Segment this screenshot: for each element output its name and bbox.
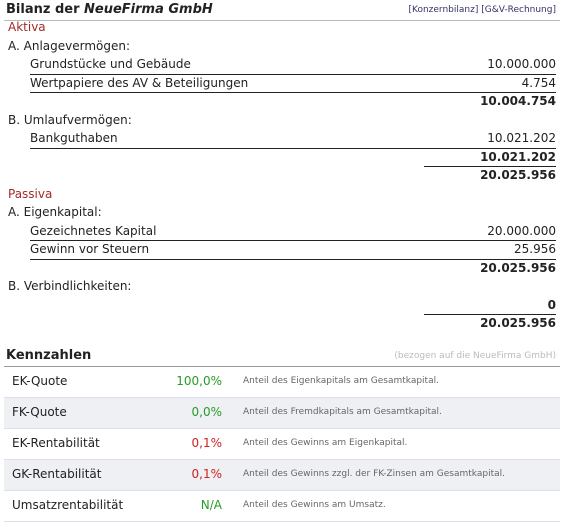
kpi-value: 100,0% — [176, 374, 222, 388]
title: Bilanz der NeueFirma GmbH — [6, 2, 213, 17]
total: 20.025.956 — [480, 316, 556, 330]
item-label: Bankguthaben — [30, 131, 118, 145]
section-label: B. Verbindlichkeiten: — [8, 279, 132, 293]
section-label: A. Eigenkapital: — [8, 205, 102, 219]
item-label: Gezeichnetes Kapital — [30, 223, 157, 238]
subtotal: 10.021.202 — [480, 149, 556, 164]
kpi-label: EK-Rentabilität — [12, 436, 100, 450]
kpi-value: N/A — [200, 498, 222, 512]
rule — [4, 459, 560, 460]
rule — [30, 240, 556, 241]
kpi-value: 0,1% — [191, 467, 223, 481]
item-amount: 10.021.202 — [487, 131, 556, 145]
item-amount: 4.754 — [521, 75, 556, 90]
section-label: B. Umlaufvermögen: — [8, 112, 132, 127]
subtotal: 20.025.956 — [480, 260, 556, 275]
link[interactable]: [Konzernbilanz] — [408, 5, 479, 15]
rule — [4, 366, 560, 367]
subtotal: 0 — [547, 297, 556, 312]
kpi-description: Anteil des Eigenkapitals am Gesamtkapita… — [243, 376, 439, 386]
kpi-value: 0,0% — [191, 405, 223, 419]
rule — [4, 521, 560, 522]
side-label: Passiva — [8, 186, 53, 201]
rule — [30, 258, 556, 260]
kpi-description: Anteil des Gewinns zzgl. der FK-Zinsen a… — [243, 469, 505, 479]
total: 20.025.956 — [480, 168, 556, 182]
section-title: Kennzahlen — [6, 348, 92, 363]
kpi-label: EK-Quote — [12, 374, 68, 388]
item-amount: 10.000.000 — [487, 57, 556, 71]
section-label: A. Anlagevermögen: — [8, 38, 131, 53]
rule — [4, 20, 560, 21]
kpi-description: Anteil des Gewinns am Umsatz. — [243, 500, 386, 510]
side-label: Aktiva — [8, 20, 46, 34]
rule — [4, 490, 560, 491]
kpi-description: Anteil des Fremdkapitals am Gesamtkapita… — [243, 407, 442, 417]
kpi-description: Anteil des Gewinns am Eigenkapital. — [243, 438, 408, 448]
kpi-value: 0,1% — [191, 436, 223, 450]
row-background — [4, 398, 560, 428]
rule — [30, 147, 556, 149]
rule — [424, 166, 556, 167]
item-label: Grundstücke und Gebäude — [30, 57, 191, 71]
rule — [30, 92, 556, 93]
item-label: Wertpapiere des AV & Beteiligungen — [30, 75, 249, 90]
link[interactable]: [G&V-Rechnung] — [481, 5, 556, 15]
subtotal: 10.004.754 — [480, 94, 556, 108]
note: (bezogen auf die NeueFirma GmbH) — [394, 351, 556, 361]
rule — [424, 314, 556, 315]
links: [Konzernbilanz] [G&V-Rechnung] — [409, 5, 557, 15]
title-company: NeueFirma GmbH — [84, 2, 213, 17]
kpi-label: GK-Rentabilität — [12, 467, 102, 481]
item-amount: 25.956 — [514, 242, 556, 256]
row-background — [4, 460, 560, 490]
item-label: Gewinn vor Steuern — [30, 242, 150, 256]
kpi-label: Umsatzrentabilität — [12, 498, 124, 512]
title-text: Bilanz der — [6, 2, 80, 17]
rule — [30, 73, 556, 75]
item-amount: 20.000.000 — [487, 223, 556, 238]
rule — [4, 428, 560, 429]
kpi-label: FK-Quote — [12, 405, 67, 419]
rule — [4, 397, 560, 398]
